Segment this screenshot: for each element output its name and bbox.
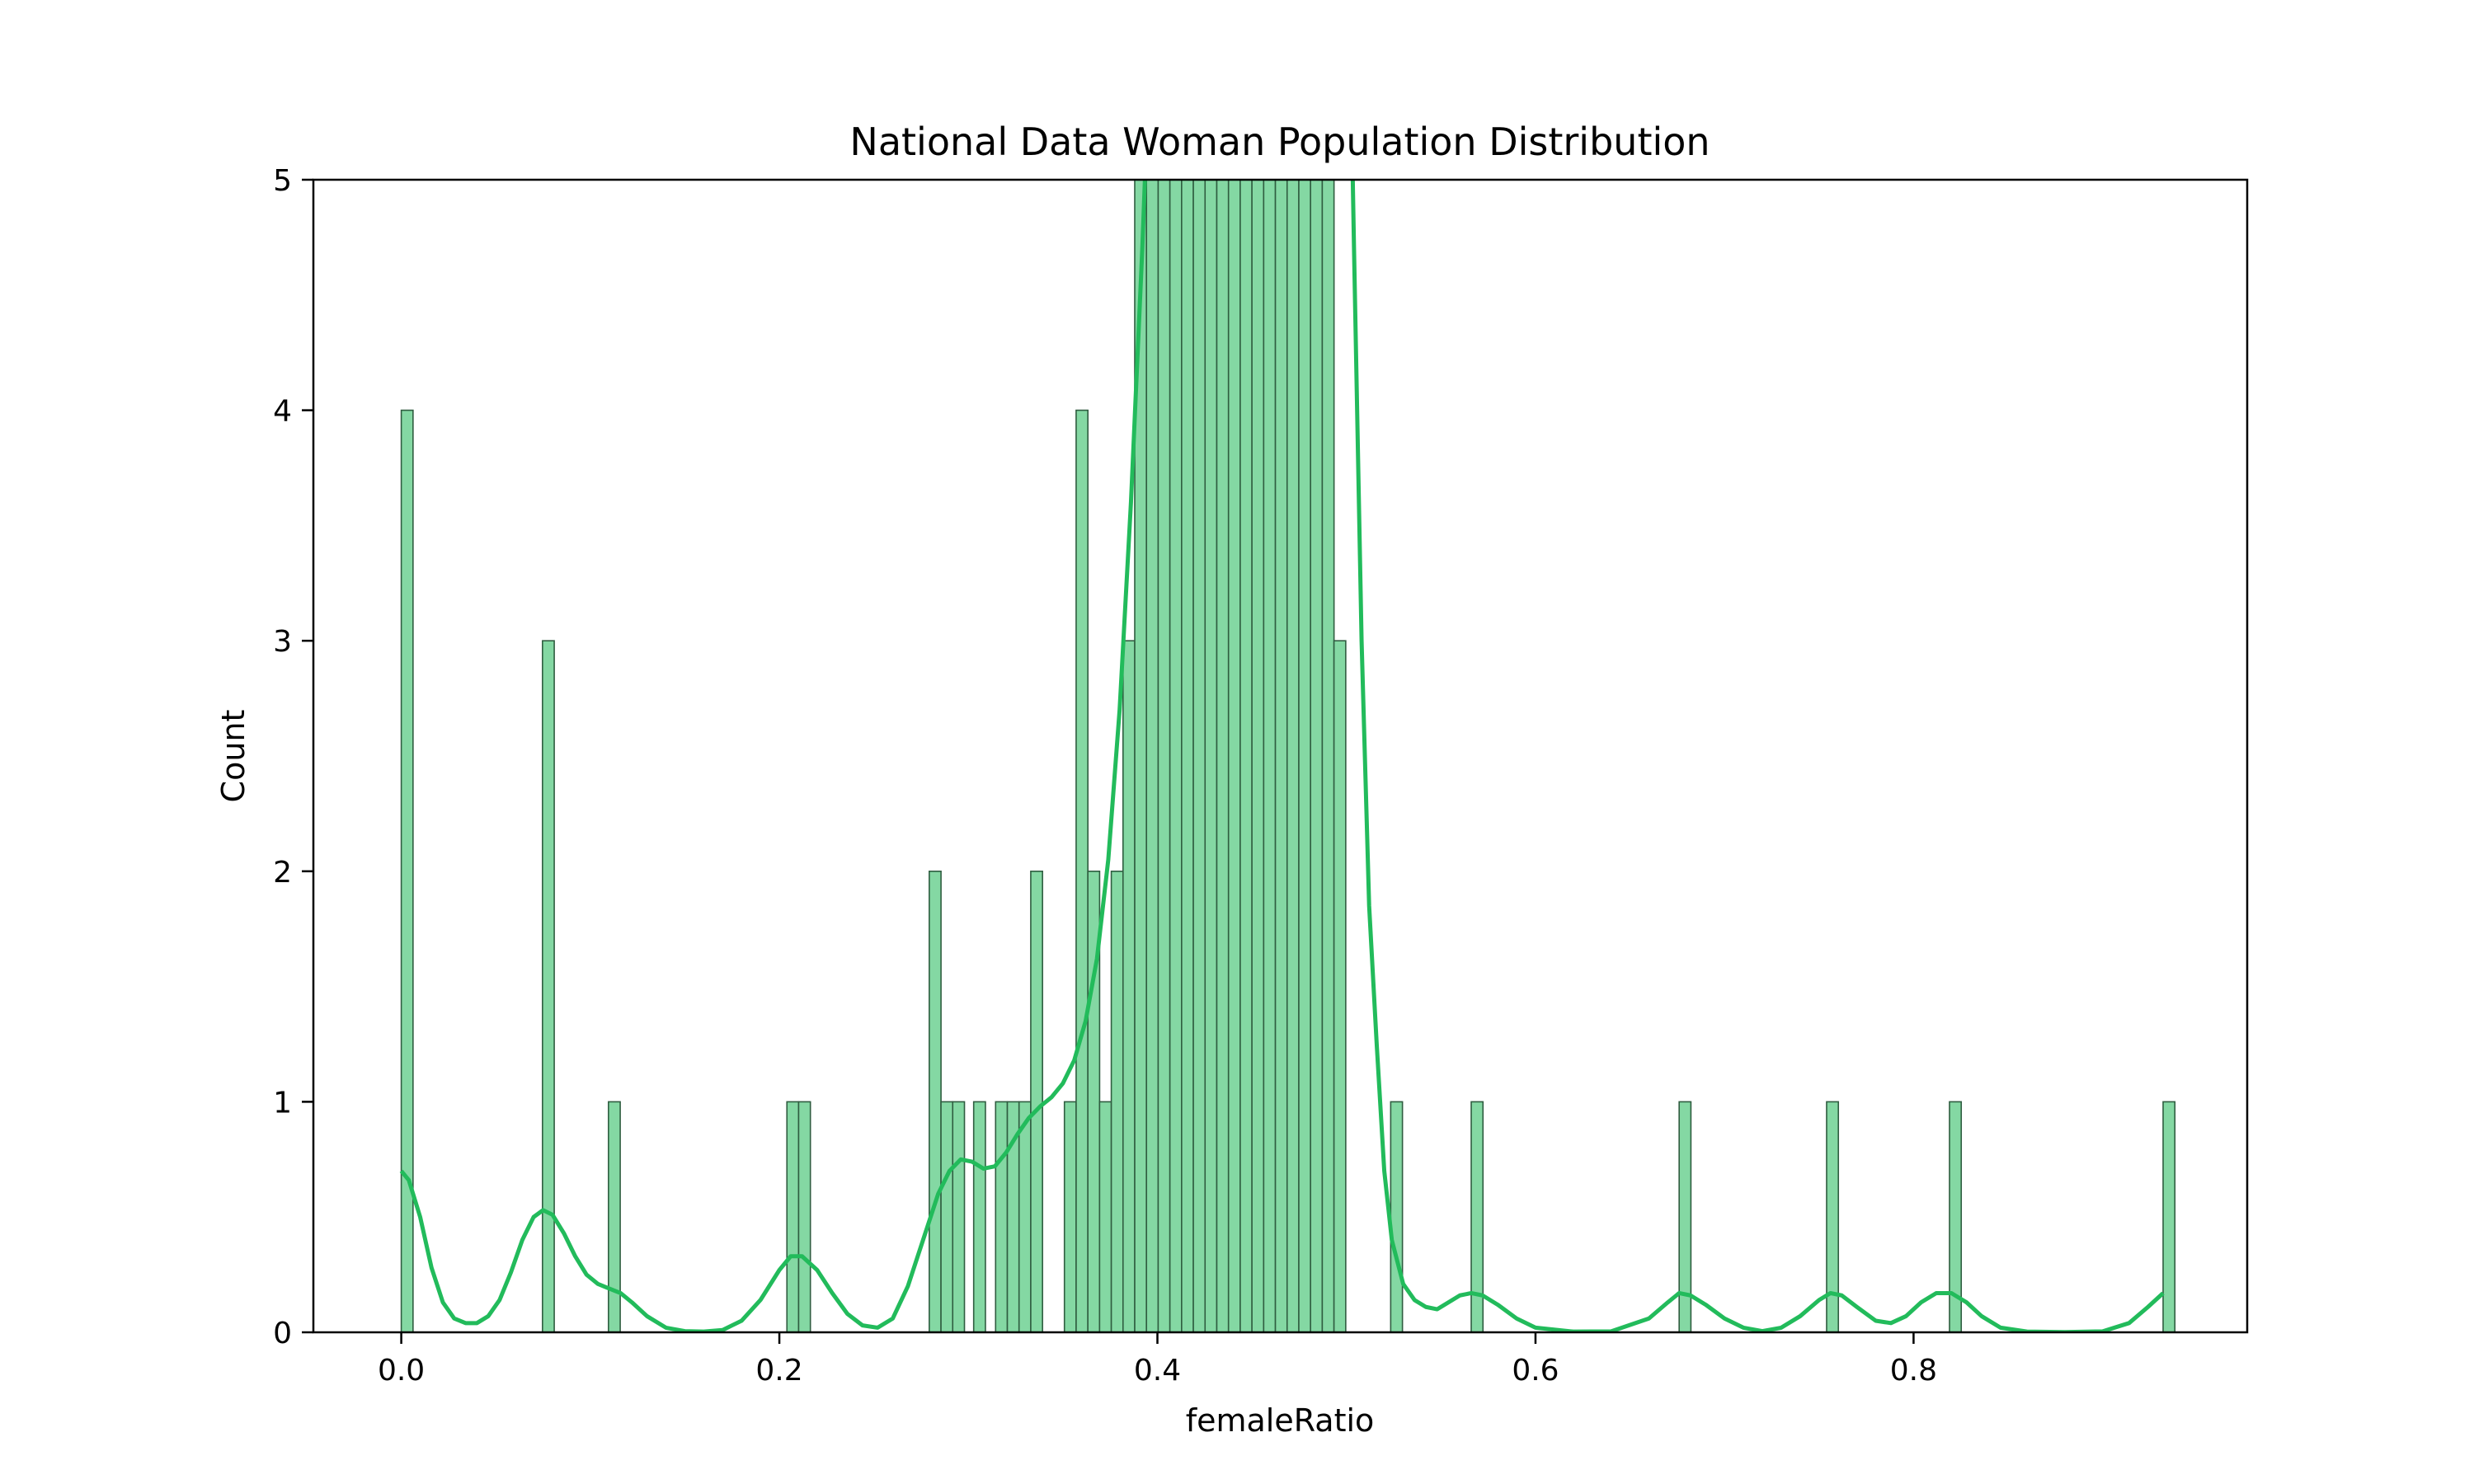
y-tick-label: 3 — [273, 625, 292, 659]
histogram-bar-20 — [1145, 180, 1159, 1332]
x-tick-label: 0.6 — [1512, 1354, 1559, 1388]
histogram-bar-2 — [608, 1101, 621, 1332]
y-tick-label: 1 — [273, 1086, 292, 1120]
y-tick-label: 4 — [273, 395, 292, 429]
histogram-bar-11 — [1018, 1101, 1032, 1332]
y-tick-label: 5 — [273, 164, 292, 198]
histogram-bar-32 — [1286, 180, 1300, 1332]
histogram-bar-31 — [1274, 180, 1288, 1332]
histogram-bar-7 — [952, 1101, 966, 1332]
y-tick-label: 2 — [273, 856, 292, 890]
histogram-bar-26 — [1216, 180, 1230, 1332]
histogram-bar-42 — [2162, 1101, 2176, 1332]
kde-curve — [399, 180, 2165, 1332]
x-tick-label: 0.0 — [378, 1354, 425, 1388]
histogram-bar-27 — [1227, 180, 1241, 1332]
histogram-bar-14 — [1075, 409, 1089, 1332]
x-tick-label: 0.4 — [1134, 1354, 1181, 1388]
histogram-bar-13 — [1063, 1101, 1077, 1332]
histogram-bar-29 — [1251, 180, 1265, 1332]
x-axis-ticks: 0.0 0.2 0.4 0.6 0.8 — [378, 1332, 1937, 1388]
histogram-bar-5 — [929, 871, 942, 1332]
histogram-bars — [400, 180, 2176, 1332]
chart-title: National Data Woman Population Distribut… — [849, 120, 1710, 164]
histogram-bar-9 — [995, 1101, 1009, 1332]
histogram-bar-4 — [797, 1101, 811, 1332]
histogram-bar-21 — [1157, 180, 1171, 1332]
histogram-bar-25 — [1204, 180, 1218, 1332]
plot-frame — [312, 178, 2249, 1334]
histogram-bar-22 — [1169, 180, 1183, 1332]
histogram-bar-3 — [786, 1101, 800, 1332]
y-axis-ticks: 0 1 2 3 4 5 — [273, 164, 313, 1350]
histogram-bar-40 — [1826, 1101, 1840, 1332]
histogram-bar-23 — [1181, 180, 1194, 1332]
histogram-bar-16 — [1098, 1101, 1112, 1332]
y-axis-label: Count — [215, 710, 252, 803]
histogram-bar-12 — [1030, 871, 1043, 1332]
histogram-bar-8 — [972, 1101, 986, 1332]
histogram-bar-6 — [940, 1101, 954, 1332]
histogram-bar-28 — [1239, 180, 1253, 1332]
histogram-bar-24 — [1192, 180, 1206, 1332]
histogram-bar-17 — [1110, 871, 1124, 1332]
y-tick-label: 0 — [273, 1317, 292, 1350]
x-tick-label: 0.8 — [1890, 1354, 1937, 1388]
histogram-bar-36 — [1333, 640, 1347, 1332]
histogram-bar-30 — [1263, 180, 1277, 1332]
x-tick-label: 0.2 — [755, 1354, 802, 1388]
histogram-bar-37 — [1390, 1101, 1404, 1332]
histogram-bar-34 — [1310, 180, 1324, 1332]
histogram-bar-33 — [1298, 180, 1312, 1332]
histogram-bar-0 — [400, 409, 414, 1332]
histogram-bar-38 — [1470, 1101, 1484, 1332]
histogram-bar-1 — [542, 640, 555, 1332]
x-axis-label: femaleRatio — [1186, 1402, 1375, 1439]
histogram-bar-35 — [1321, 180, 1335, 1332]
histogram-bar-18 — [1122, 640, 1136, 1332]
histogram-bar-41 — [1949, 1101, 1963, 1332]
histogram-bar-39 — [1678, 1101, 1692, 1332]
